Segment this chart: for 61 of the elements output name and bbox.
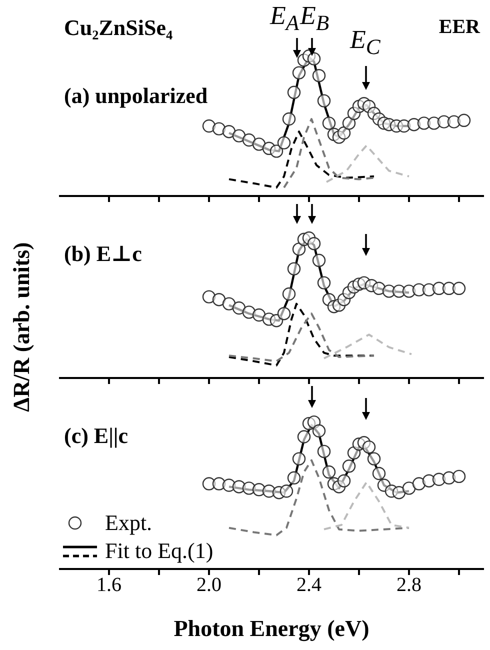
annotation: (b) E⊥c xyxy=(64,241,142,266)
point xyxy=(337,474,351,488)
x-tick-label: 1.6 xyxy=(96,574,122,596)
point xyxy=(252,308,266,322)
point xyxy=(252,138,266,151)
point xyxy=(337,126,351,140)
point xyxy=(222,125,236,138)
annotation: (c) E||c xyxy=(64,423,128,448)
point xyxy=(307,237,321,250)
point xyxy=(457,114,471,127)
x-axis-title: Photon Energy (eV) xyxy=(174,616,370,642)
point xyxy=(342,116,356,130)
point xyxy=(317,94,331,108)
point xyxy=(282,287,296,301)
point xyxy=(307,52,321,66)
point xyxy=(292,242,306,256)
point xyxy=(297,430,311,444)
point xyxy=(222,297,236,310)
point xyxy=(232,301,246,315)
point xyxy=(342,460,356,473)
point xyxy=(280,484,294,498)
point xyxy=(312,424,326,438)
text: E$_{B}$ xyxy=(300,1,330,36)
legend-label: Expt. xyxy=(105,510,152,536)
point xyxy=(292,66,306,80)
y-axis-title: ΔR/R (arb. units) xyxy=(9,242,35,412)
point xyxy=(242,133,256,147)
point xyxy=(452,470,466,484)
text: Cu₂ZnSiSe₄ xyxy=(64,15,173,40)
point xyxy=(392,486,406,500)
point xyxy=(287,471,301,485)
point xyxy=(412,477,426,490)
annotation: (a) unpolarized xyxy=(64,83,208,108)
point xyxy=(277,136,291,150)
point xyxy=(282,112,296,126)
point xyxy=(212,293,226,306)
point xyxy=(292,452,306,466)
point xyxy=(372,466,386,480)
point xyxy=(402,482,416,495)
x-tick-label: 2.4 xyxy=(296,574,322,596)
point xyxy=(242,306,256,319)
point xyxy=(270,144,284,158)
point xyxy=(367,452,381,466)
annotation: E$_{C}$ xyxy=(350,25,380,60)
point xyxy=(452,282,466,295)
text: EER xyxy=(438,16,480,38)
point xyxy=(362,440,376,454)
point xyxy=(317,444,331,458)
point xyxy=(232,129,246,142)
point xyxy=(317,276,331,290)
point xyxy=(312,69,326,82)
point xyxy=(322,116,336,130)
point xyxy=(322,465,336,479)
point xyxy=(277,307,291,320)
legend-label: Fit to Eq.(1) xyxy=(105,538,214,564)
point xyxy=(287,262,301,276)
point xyxy=(312,254,326,267)
point xyxy=(287,86,301,99)
x-tick-label: 2.8 xyxy=(396,574,422,596)
text: E$_{A}$ xyxy=(270,1,300,36)
x-tick-label: 2.0 xyxy=(196,574,222,596)
